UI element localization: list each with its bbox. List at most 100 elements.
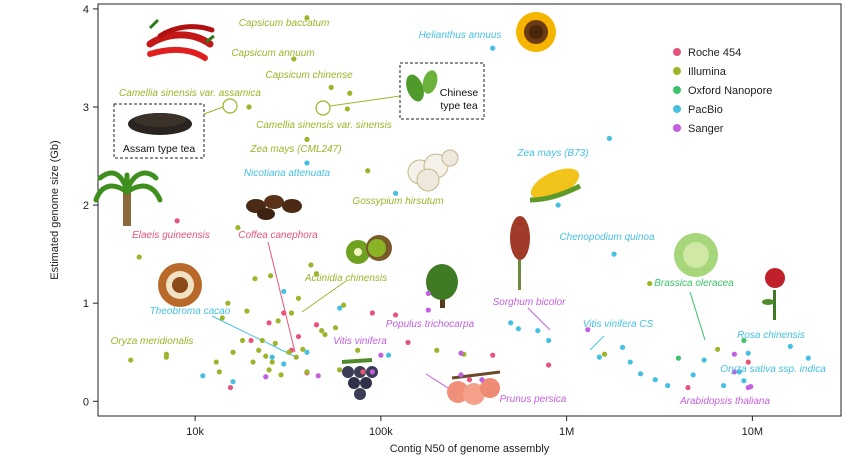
species-label: Rosa chinensis — [737, 330, 805, 341]
cocoa-pod-icon — [158, 263, 202, 307]
species-label: Gossypium hirsutum — [352, 196, 443, 207]
peach-icon — [447, 370, 501, 405]
data-point — [721, 382, 727, 389]
brassica-leader-line — [689, 291, 706, 341]
grape-icon — [341, 358, 378, 400]
data-point — [585, 327, 591, 333]
data-point — [332, 325, 339, 331]
data-point — [239, 337, 246, 344]
species-label: Chenopodium quinoa — [559, 232, 655, 243]
assam-tea-box — [113, 103, 205, 159]
data-point — [337, 367, 343, 373]
data-point — [291, 56, 297, 62]
data-point — [308, 262, 314, 268]
species-label: Nicotiana attenuata — [244, 168, 331, 179]
data-point — [227, 384, 234, 391]
legend-label: Illumina — [688, 66, 727, 78]
data-point — [225, 300, 231, 306]
data-point — [322, 331, 328, 338]
data-point — [344, 106, 350, 112]
species-label: Vitis vinifera — [333, 336, 387, 347]
species-label: Prunus persica — [500, 394, 567, 405]
data-point — [295, 333, 302, 340]
species-label: Oryza sativa ssp. indica — [720, 364, 826, 375]
species-label: Actinidia chinensis — [304, 273, 387, 284]
data-point — [369, 310, 375, 316]
data-point — [163, 351, 169, 357]
data-point — [269, 359, 275, 365]
data-point — [731, 369, 737, 375]
species-label: Zea mays (B73) — [516, 148, 588, 159]
data-point — [745, 350, 751, 356]
chinese-tea-box-label-line2: type tea — [440, 100, 478, 112]
data-point — [745, 359, 751, 365]
data-point — [200, 373, 206, 379]
legend-label: Oxford Nanopore — [688, 85, 772, 97]
data-point — [313, 271, 320, 277]
data-point — [360, 369, 366, 375]
data-point — [304, 136, 310, 142]
data-point — [244, 308, 250, 314]
species-label: Oryza meridionalis — [111, 336, 194, 347]
species-label: Camellia sinensis var. assamica — [119, 88, 261, 99]
data-point — [601, 351, 608, 357]
tree-icon — [426, 264, 458, 308]
data-point — [355, 347, 361, 353]
data-point — [665, 382, 671, 389]
data-point — [385, 352, 392, 358]
y-tick-label: 3 — [83, 102, 89, 114]
data-point — [365, 168, 371, 174]
data-point — [637, 371, 644, 377]
species-label: Capsicum chinense — [265, 70, 353, 81]
data-point — [304, 369, 310, 375]
data-point — [313, 322, 320, 328]
data-point — [748, 383, 754, 390]
y-tick-label: 1 — [83, 298, 89, 310]
species-label: Theobroma cacao — [150, 306, 231, 317]
data-point — [341, 302, 347, 308]
y-tick-label: 0 — [83, 396, 89, 408]
data-point — [304, 15, 310, 21]
data-point — [606, 135, 613, 141]
species-label: Arabidopsis thaliana — [679, 396, 770, 407]
sinensis-leader-line — [329, 95, 401, 107]
plot-frame — [97, 3, 842, 417]
data-point — [281, 361, 287, 367]
data-point — [535, 328, 541, 334]
data-point — [281, 288, 287, 295]
data-point — [250, 359, 256, 365]
data-point — [286, 349, 292, 355]
data-point — [219, 315, 225, 321]
species-label: Camellia sinensis var. sinensis — [256, 120, 392, 131]
data-point — [425, 307, 431, 313]
data-point — [611, 251, 617, 257]
data-point — [619, 344, 626, 350]
data-point — [736, 369, 742, 375]
data-point — [546, 362, 552, 368]
data-point — [295, 295, 302, 301]
chinese-tea-box — [399, 62, 485, 120]
rose-icon — [762, 268, 785, 320]
data-point — [405, 339, 411, 346]
species-label: Brassica oleracea — [654, 278, 734, 289]
data-point — [293, 354, 299, 360]
data-point — [128, 357, 134, 363]
data-point — [508, 320, 514, 326]
coffee-bean-icon — [246, 195, 302, 220]
data-point — [266, 320, 272, 326]
corn-icon — [529, 168, 582, 203]
data-point — [515, 326, 521, 332]
black-tea-icon — [128, 113, 192, 135]
assamica-highlight-ring — [222, 98, 238, 114]
species-label: Populus trichocarpa — [386, 319, 475, 330]
coffee-leader-line — [267, 241, 296, 353]
data-point — [690, 372, 696, 378]
data-point — [369, 369, 375, 375]
data-point — [787, 343, 793, 349]
data-point — [596, 354, 602, 360]
data-point — [174, 218, 180, 224]
data-point — [546, 337, 552, 344]
data-point — [805, 355, 811, 361]
data-point — [490, 352, 496, 358]
